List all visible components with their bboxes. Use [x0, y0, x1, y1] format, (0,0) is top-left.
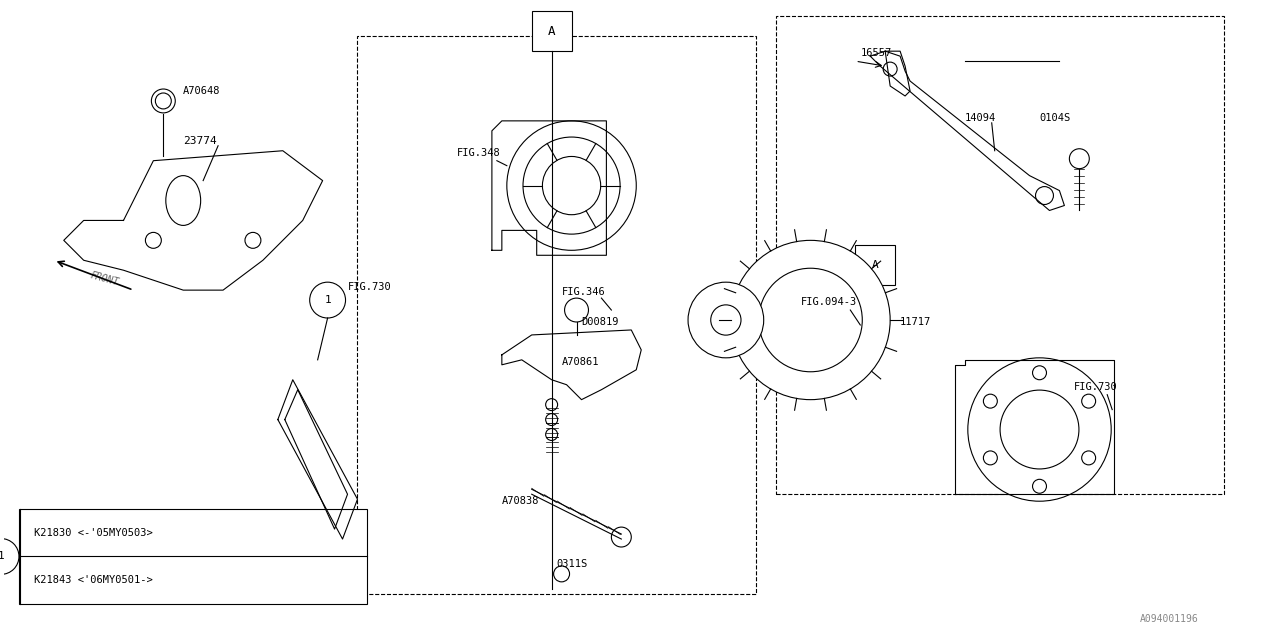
Circle shape: [151, 89, 175, 113]
Circle shape: [1036, 187, 1053, 205]
Text: A70861: A70861: [562, 357, 599, 367]
Text: A70838: A70838: [502, 496, 539, 506]
Circle shape: [507, 121, 636, 250]
Text: FIG.730: FIG.730: [1074, 381, 1119, 392]
Text: 0311S: 0311S: [557, 559, 588, 569]
Text: 1: 1: [324, 295, 332, 305]
Circle shape: [554, 566, 570, 582]
Circle shape: [524, 137, 620, 234]
Circle shape: [1000, 390, 1079, 469]
Text: A70648: A70648: [183, 86, 220, 96]
Text: D00819: D00819: [581, 317, 620, 327]
Circle shape: [1082, 394, 1096, 408]
Text: A: A: [872, 260, 878, 270]
Circle shape: [1069, 148, 1089, 169]
Circle shape: [1033, 366, 1047, 380]
Bar: [776, 17, 1224, 494]
Circle shape: [545, 413, 558, 426]
Circle shape: [146, 232, 161, 248]
Circle shape: [545, 429, 558, 440]
Circle shape: [244, 232, 261, 248]
Circle shape: [543, 156, 600, 214]
Circle shape: [564, 298, 589, 322]
Circle shape: [155, 93, 172, 109]
Circle shape: [883, 62, 897, 76]
Circle shape: [968, 358, 1111, 501]
FancyBboxPatch shape: [855, 245, 895, 285]
Circle shape: [759, 268, 863, 372]
Text: FIG.346: FIG.346: [562, 287, 605, 297]
Text: 11717: 11717: [900, 317, 932, 327]
Text: 1: 1: [0, 552, 4, 561]
Text: A: A: [548, 25, 556, 38]
Text: 16557: 16557: [860, 48, 892, 58]
Circle shape: [612, 527, 631, 547]
Circle shape: [1082, 451, 1096, 465]
Bar: [357, 36, 755, 594]
Circle shape: [310, 282, 346, 318]
Ellipse shape: [166, 175, 201, 225]
Text: K21843 <'06MY0501->: K21843 <'06MY0501->: [33, 575, 152, 585]
Circle shape: [731, 241, 890, 399]
Text: 14094: 14094: [965, 113, 996, 123]
Text: 23774: 23774: [183, 136, 218, 146]
FancyBboxPatch shape: [531, 12, 572, 51]
Bar: [19, 509, 367, 604]
Text: 0104S: 0104S: [1039, 113, 1071, 123]
Circle shape: [983, 451, 997, 465]
Text: FIG.094-3: FIG.094-3: [800, 297, 856, 307]
Circle shape: [710, 305, 741, 335]
Circle shape: [689, 282, 764, 358]
Text: FRONT: FRONT: [88, 270, 119, 287]
Circle shape: [1033, 479, 1047, 493]
Text: FIG.730: FIG.730: [348, 282, 392, 292]
Text: A094001196: A094001196: [1140, 614, 1199, 623]
Circle shape: [545, 399, 558, 411]
Circle shape: [0, 538, 19, 574]
Circle shape: [983, 394, 997, 408]
Text: K21830 <-'05MY0503>: K21830 <-'05MY0503>: [33, 528, 152, 538]
Text: FIG.348: FIG.348: [457, 148, 500, 157]
